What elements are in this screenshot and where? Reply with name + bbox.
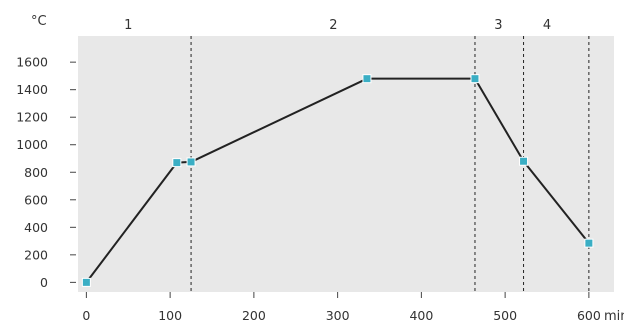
data-point-marker — [362, 74, 372, 84]
phase-label: 2 — [329, 18, 337, 33]
data-point-marker — [81, 277, 91, 287]
y-tick-label: 600 — [24, 192, 48, 207]
y-tick-label: 1400 — [16, 82, 48, 97]
y-tick-label: 400 — [24, 220, 48, 235]
x-tick-label: 400 — [409, 308, 433, 323]
data-point-marker — [519, 156, 529, 166]
data-point-marker — [186, 157, 196, 167]
x-tick-label: 100 — [158, 308, 182, 323]
y-tick-label: 1600 — [16, 55, 48, 70]
phase-label: 3 — [494, 18, 502, 33]
x-tick-label: 0 — [82, 308, 90, 323]
x-tick-label: 300 — [326, 308, 350, 323]
x-tick-label: 500 — [493, 308, 517, 323]
x-tick-label: 200 — [242, 308, 266, 323]
y-tick-label: 1000 — [16, 137, 48, 152]
y-axis: 0 200 400 600 800 1000 1200 1400 1600 — [16, 55, 76, 290]
data-point-marker — [584, 238, 594, 248]
phase-labels: 1 2 3 4 — [124, 18, 551, 33]
y-tick-label: 0 — [40, 275, 48, 290]
x-axis: 0 100 200 300 400 500 600 — [82, 292, 601, 323]
data-point-marker — [470, 74, 480, 84]
x-axis-unit-label: min — [604, 309, 624, 324]
plot-area — [78, 36, 614, 292]
y-tick-label: 800 — [24, 165, 48, 180]
y-tick-label: 1200 — [16, 110, 48, 125]
phase-label: 4 — [543, 18, 551, 33]
data-point-marker — [172, 158, 182, 168]
y-tick-label: 200 — [24, 247, 48, 262]
data-markers — [81, 74, 594, 287]
x-tick-label: 600 — [577, 308, 601, 323]
y-axis-unit-label: °C — [31, 14, 47, 29]
phase-label: 1 — [124, 18, 132, 33]
